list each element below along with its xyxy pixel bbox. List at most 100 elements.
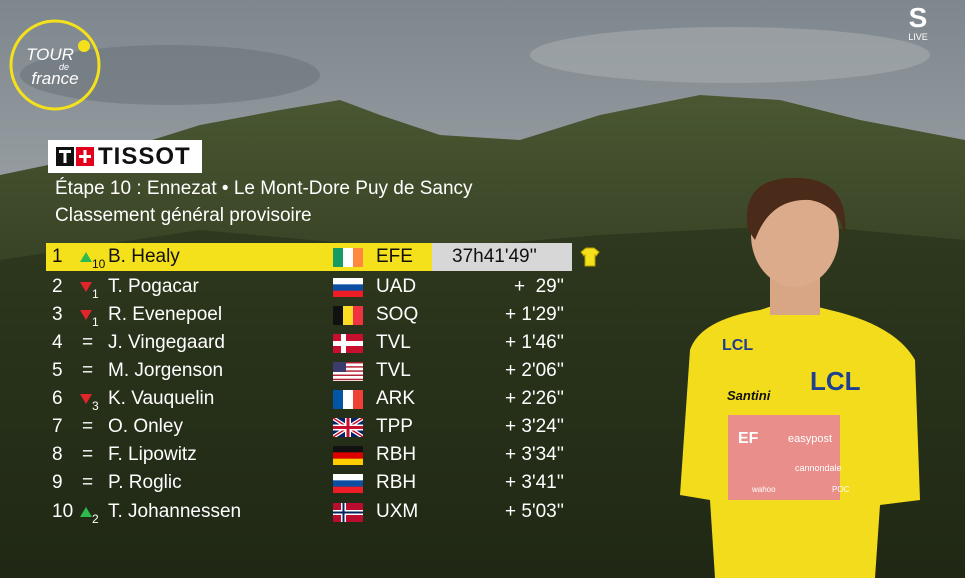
time: 37h41'49''	[452, 246, 537, 267]
standings-row: 2 1 T. Pogacar UAD + 29''	[46, 273, 576, 301]
jersey-text: Santini	[727, 388, 771, 403]
rider-name: M. Jorgenson	[108, 360, 224, 381]
time: + 5'03''	[505, 501, 564, 522]
movement-arrow	[80, 282, 92, 292]
team-code: ARK	[376, 388, 416, 409]
movement-arrow	[80, 507, 92, 517]
rider-name: J. Vingegaard	[108, 332, 225, 353]
jersey-text: cannondale	[795, 463, 842, 473]
team-code: RBH	[376, 472, 417, 493]
movement: =	[82, 360, 94, 381]
logo-text: france	[31, 69, 78, 88]
standings-subtitle: Classement général provisoire	[55, 205, 312, 226]
rider-name: F. Lipowitz	[108, 444, 197, 465]
standings-row: 7 = O. Onley TPP + 3'24''	[46, 413, 576, 441]
rank: 2	[52, 276, 63, 297]
rider-name: T. Pogacar	[108, 276, 199, 297]
rider-name: B. Healy	[108, 246, 180, 267]
flag	[333, 362, 363, 381]
flag	[333, 248, 363, 267]
time: + 2'06''	[505, 360, 564, 381]
rider-name: P. Roglic	[108, 472, 182, 493]
time: + 3'34''	[505, 444, 564, 465]
movement: 3	[92, 399, 99, 413]
team-code: EFE	[376, 246, 413, 267]
stage-title: Étape 10 : Ennezat • Le Mont-Dore Puy de…	[55, 178, 473, 199]
movement: 1	[92, 315, 99, 329]
team-code: TVL	[376, 360, 411, 381]
sponsor-name: TISSOT	[98, 143, 191, 170]
event-logo: TOUR de france	[9, 19, 101, 111]
team-code: TVL	[376, 332, 411, 353]
team-code: UXM	[376, 501, 419, 522]
flag	[333, 390, 363, 409]
time: + 1'29''	[505, 304, 564, 325]
rider-name: T. Johannessen	[108, 501, 242, 522]
standings-row: 3 1 R. Evenepoel SOQ + 1'29''	[46, 301, 576, 329]
rank: 3	[52, 304, 63, 325]
rank: 7	[52, 416, 63, 437]
standings-row: 1 10 B. Healy EFE 37h41'49''	[46, 243, 600, 271]
movement: 10	[92, 257, 106, 271]
jersey-text: wahoo	[751, 485, 776, 494]
broadcaster-logo: S LIVE	[900, 2, 936, 43]
sponsor-box: TISSOT	[48, 140, 202, 173]
rank: 10	[52, 501, 74, 522]
flag	[333, 446, 363, 465]
flag	[333, 503, 363, 522]
time: + 2'26''	[505, 388, 564, 409]
jersey-text: EF	[738, 430, 759, 447]
team-code: RBH	[376, 444, 417, 465]
movement: 1	[92, 287, 99, 301]
team-code: SOQ	[376, 304, 419, 325]
standings-row: 5 = M. Jorgenson TVL + 2'06''	[46, 357, 576, 385]
movement: =	[82, 416, 94, 437]
time: + 3'41''	[505, 472, 564, 493]
flag	[333, 278, 363, 297]
flag	[333, 334, 363, 353]
time: + 29''	[513, 276, 564, 297]
time: + 1'46''	[505, 332, 564, 353]
flag	[333, 306, 363, 325]
jersey-text: LCL	[810, 366, 861, 396]
movement-arrow	[80, 394, 92, 404]
movement-arrow	[80, 252, 92, 262]
logo-text: de	[59, 62, 69, 72]
jersey-text: POC	[832, 485, 850, 494]
sponsor-icon	[56, 147, 94, 166]
rank: 8	[52, 444, 63, 465]
yellow-jersey-icon	[580, 247, 600, 267]
standings-row: 9 = P. Roglic RBH + 3'41''	[46, 469, 576, 497]
flag	[333, 474, 363, 493]
rank: 9	[52, 472, 63, 493]
flag	[333, 418, 363, 437]
rider-name: O. Onley	[108, 416, 183, 437]
standings-row: 10 2 T. Johannessen UXM + 5'03''	[46, 498, 576, 526]
standings-row: 4 = J. Vingegaard TVL + 1'46''	[46, 329, 576, 357]
standings-row: 6 3 K. Vauquelin ARK + 2'26''	[46, 385, 576, 413]
rider-name: R. Evenepoel	[108, 304, 223, 325]
rider-name: K. Vauquelin	[108, 388, 215, 409]
team-code: UAD	[376, 276, 417, 297]
movement-arrow	[80, 310, 92, 320]
rank: 1	[52, 246, 63, 267]
team-code: TPP	[376, 416, 413, 437]
rank: 6	[52, 388, 63, 409]
jersey-text: easypost	[788, 433, 832, 445]
live-badge: LIVE	[908, 32, 928, 42]
movement: =	[82, 444, 94, 465]
movement: =	[82, 332, 94, 353]
jersey-text: LCL	[722, 337, 753, 354]
movement: =	[82, 472, 94, 493]
broadcaster-mark: S	[908, 2, 928, 33]
time-box	[432, 243, 572, 271]
rank: 4	[52, 332, 63, 353]
logo-text: TOUR	[26, 45, 74, 64]
standings-row: 8 = F. Lipowitz RBH + 3'34''	[46, 441, 576, 469]
time: + 3'24''	[505, 416, 564, 437]
rider-photo: LCL LCL Santini EF easypost cannondale w…	[680, 177, 920, 578]
rank: 5	[52, 360, 63, 381]
movement: 2	[92, 512, 99, 526]
